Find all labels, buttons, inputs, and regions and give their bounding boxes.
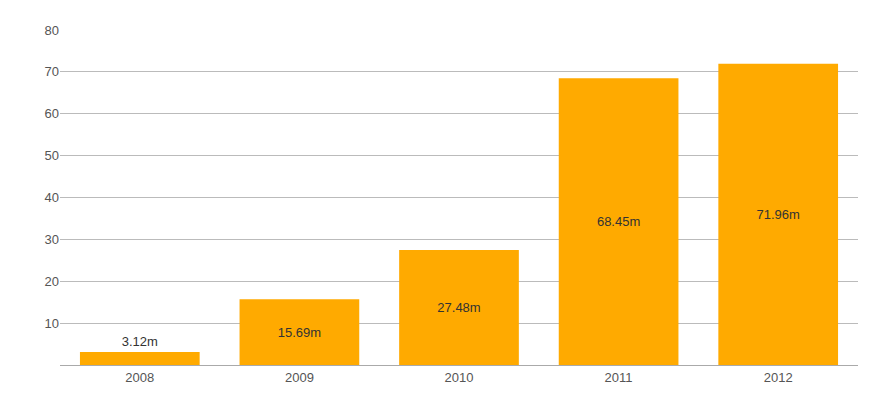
svg-text:3.12m: 3.12m: [122, 334, 158, 349]
svg-text:71.96m: 71.96m: [757, 207, 800, 222]
svg-text:68.45m: 68.45m: [597, 214, 640, 229]
svg-text:2012: 2012: [764, 370, 793, 385]
svg-text:2011: 2011: [605, 370, 633, 385]
svg-text:30: 30: [45, 232, 59, 247]
svg-text:60: 60: [45, 106, 59, 121]
svg-text:27.48m: 27.48m: [437, 300, 480, 315]
svg-text:50: 50: [45, 148, 59, 163]
svg-text:2008: 2008: [125, 370, 154, 385]
svg-text:10: 10: [45, 316, 59, 331]
svg-text:40: 40: [45, 190, 59, 205]
svg-text:2010: 2010: [445, 370, 474, 385]
svg-text:2009: 2009: [285, 370, 314, 385]
svg-text:20: 20: [45, 274, 59, 289]
svg-text:80: 80: [45, 23, 59, 38]
svg-text:15.69m: 15.69m: [278, 325, 321, 340]
svg-text:70: 70: [45, 64, 59, 79]
